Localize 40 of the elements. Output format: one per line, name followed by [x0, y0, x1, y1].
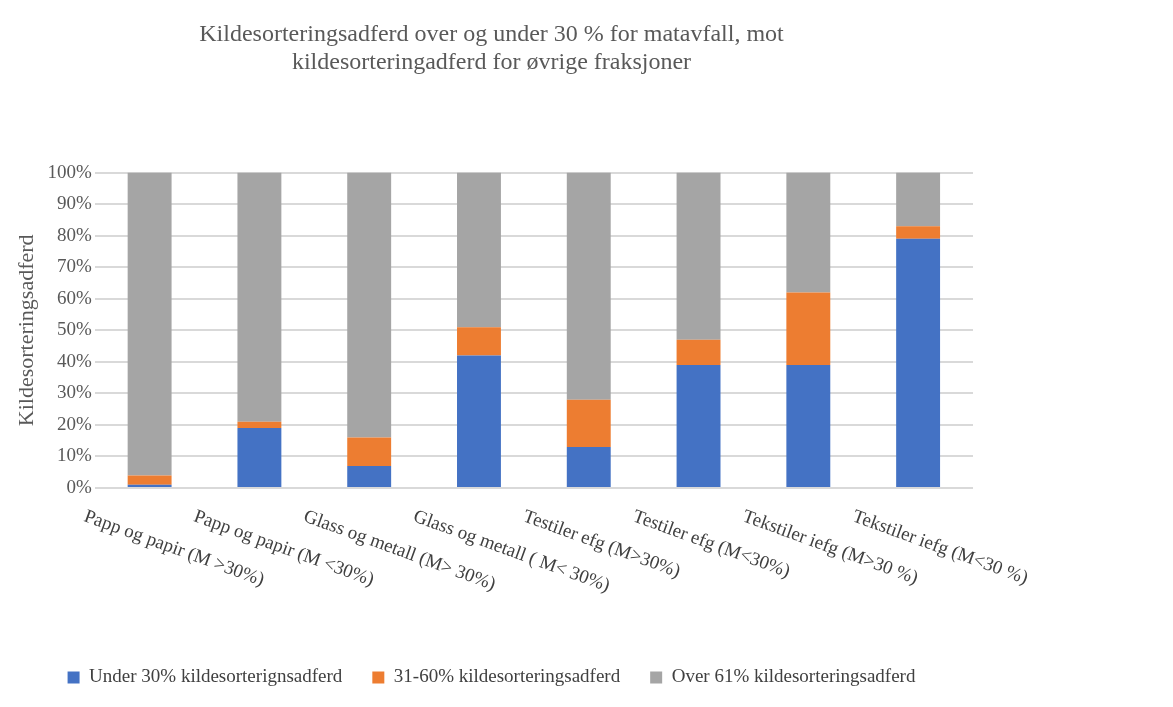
bar	[676, 364, 721, 487]
bar	[786, 292, 831, 365]
y-tick-label: 70%	[56, 255, 92, 277]
bar	[347, 172, 392, 438]
bar	[127, 172, 172, 476]
bar	[457, 355, 501, 487]
bar	[237, 421, 282, 429]
y-tick-label: 80%	[56, 223, 92, 245]
bar	[237, 172, 282, 422]
bar	[566, 399, 611, 447]
chart-title: Kildesorteringsadferd over og under 30 % for matavfall, mot kildesorteringadferd for øvrige fraksjoner	[199, 19, 785, 75]
bar	[676, 339, 721, 365]
y-tick-label: 40%	[56, 349, 92, 371]
y-tick-label: 10%	[56, 444, 92, 466]
bar	[347, 465, 392, 487]
y-axis-title: Kildesorteringsadferd	[12, 234, 38, 427]
bar	[237, 428, 282, 487]
bar	[347, 437, 392, 466]
bar	[457, 172, 501, 328]
bar	[127, 475, 172, 485]
y-tick-label: 0%	[66, 475, 92, 497]
y-tick-label: 50%	[56, 318, 92, 340]
y-tick-label: 100%	[47, 160, 92, 182]
bar	[457, 327, 501, 356]
bar	[566, 172, 611, 400]
bar	[896, 172, 941, 227]
legend-label: 31-60% kildesorteringsadferd	[393, 665, 621, 687]
y-tick-label: 60%	[56, 286, 92, 308]
y-tick-label: 90%	[56, 192, 92, 214]
y-tick-label: 20%	[56, 412, 92, 434]
bar	[786, 172, 831, 293]
bar	[566, 447, 611, 487]
bar	[896, 226, 941, 239]
bar	[127, 484, 172, 487]
y-tick-label: 30%	[56, 381, 92, 403]
legend-label: Over 61% kildesorteringsadferd	[671, 665, 916, 687]
legend-label: Under 30% kildesorterignsadferd	[89, 665, 343, 687]
bar	[786, 364, 831, 487]
bar	[676, 172, 721, 340]
bar	[896, 238, 941, 487]
